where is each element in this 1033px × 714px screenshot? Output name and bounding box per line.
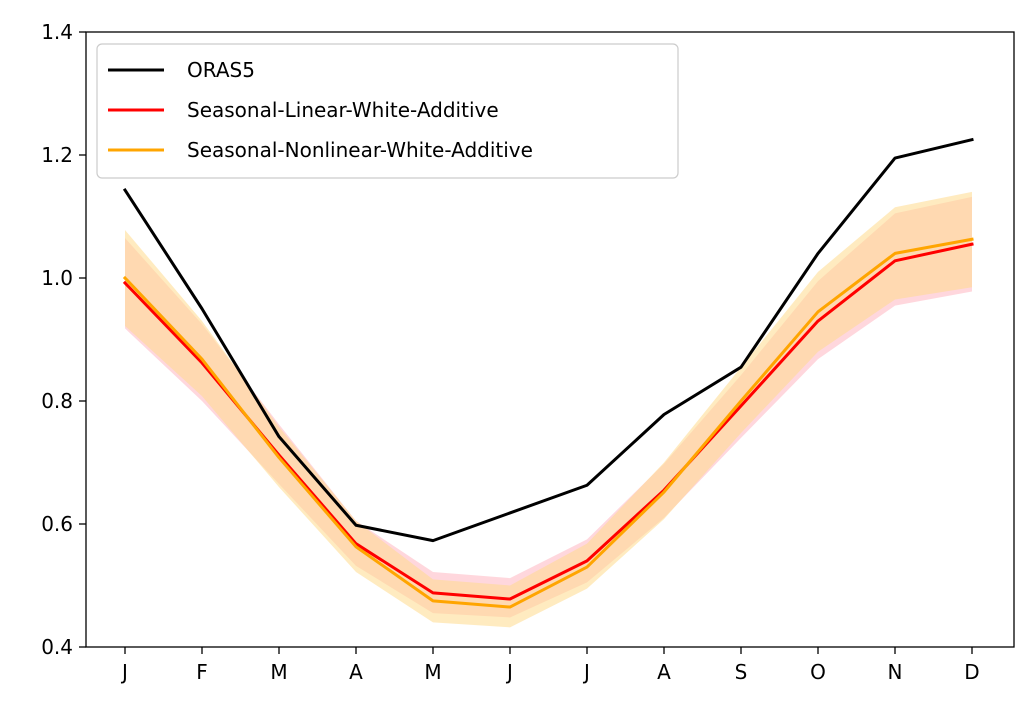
x-tick-label: J [120, 660, 128, 684]
y-tick-label: 1.0 [41, 266, 73, 290]
y-tick-label: 1.4 [41, 20, 73, 44]
y-tick-label: 1.2 [41, 143, 73, 167]
plot-frame [85, 31, 1015, 648]
series-lines [122, 137, 974, 609]
legend-label: Seasonal-Nonlinear-White-Additive [187, 138, 533, 162]
confidence-bands [125, 191, 972, 628]
x-tick-label: A [349, 660, 363, 684]
x-tick-label: S [735, 660, 748, 684]
legend-label: Seasonal-Linear-White-Additive [187, 98, 499, 122]
x-tick-label: M [424, 660, 441, 684]
y-axis: 0.4 0.6 0.8 1.0 1.2 1.4 [41, 20, 86, 659]
legend-label: ORAS5 [187, 58, 255, 82]
x-tick-label: J [582, 660, 590, 684]
line-series-0 [122, 137, 974, 543]
x-tick-label: N [888, 660, 903, 684]
band-series-2 [125, 191, 972, 628]
legend-box [96, 43, 679, 179]
x-tick-label: F [196, 660, 208, 684]
x-tick-label: O [810, 660, 826, 684]
x-tick-label: J [505, 660, 513, 684]
x-tick-label: D [964, 660, 979, 684]
x-tick-label: A [657, 660, 671, 684]
y-tick-label: 0.4 [41, 635, 73, 659]
y-tick-label: 0.6 [41, 512, 73, 536]
y-tick-label: 0.8 [41, 389, 73, 413]
legend: ORAS5 Seasonal-Linear-White-Additive Seaso… [96, 43, 679, 179]
line-series-2 [122, 237, 974, 609]
x-tick-label: M [270, 660, 287, 684]
